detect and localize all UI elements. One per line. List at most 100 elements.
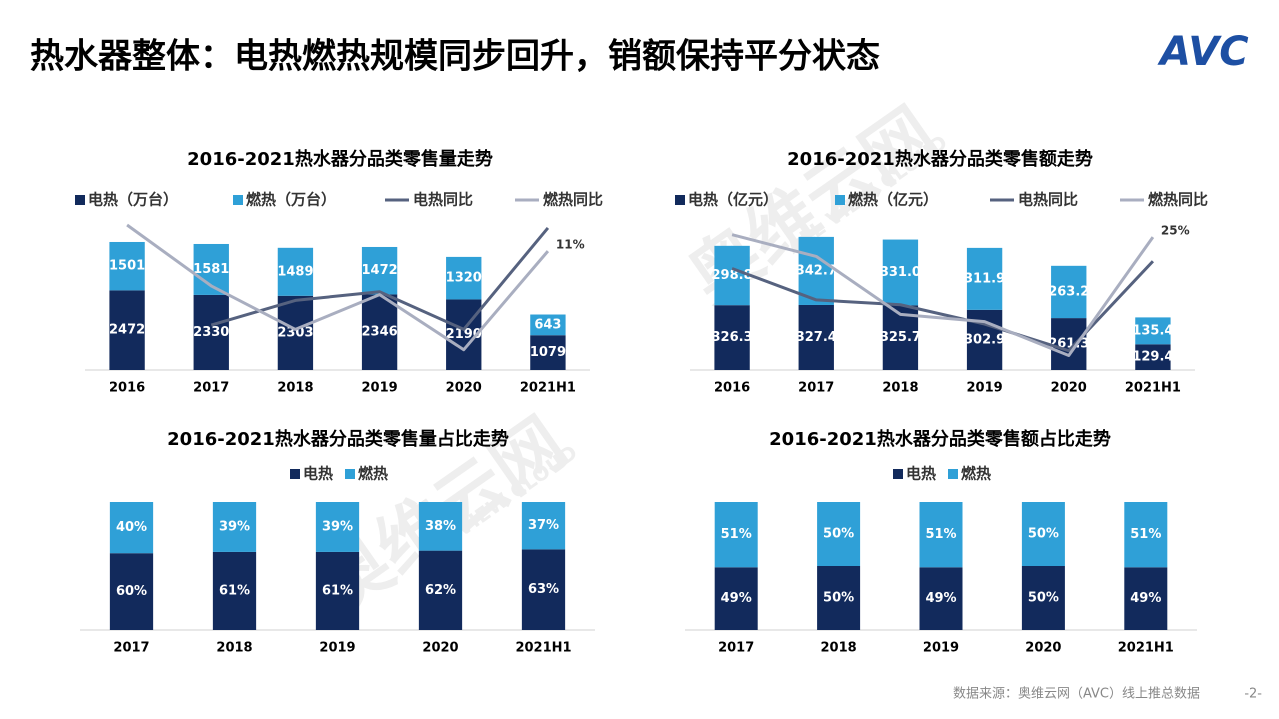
data-label: 50% [1028, 591, 1059, 606]
legend-label: 燃热 [961, 465, 991, 483]
bar-segment [966, 247, 1003, 310]
legend-label: 燃热 [358, 465, 388, 483]
legend-label: 电热（万台） [88, 191, 178, 209]
bar-segment [315, 551, 360, 630]
data-label: 50% [823, 591, 854, 606]
data-label: 298.8 [712, 268, 753, 283]
slide-title: 热水器整体：电热燃热规模同步回升，销额保持平分状态 [30, 37, 880, 77]
legend-label: 燃热同比 [543, 191, 603, 209]
data-label: 50% [823, 527, 854, 542]
x-tick-label: 2020 [1051, 381, 1087, 396]
data-label: 49% [925, 591, 956, 606]
legend-label: 电热同比 [413, 191, 473, 209]
x-tick-label: 2020 [422, 641, 458, 656]
data-label: 2472 [109, 323, 145, 338]
data-label: 60% [116, 584, 147, 599]
legend-swatch [75, 195, 85, 205]
data-label: 302.9 [964, 332, 1005, 347]
bar-segment [277, 295, 314, 370]
bar-segment [1021, 566, 1065, 630]
data-label: 1489 [277, 264, 313, 279]
line [731, 233, 1155, 357]
data-label: 342.7 [796, 263, 837, 278]
bar-segment [277, 247, 314, 296]
chart-title: 2016-2021热水器分品类零售额走势 [787, 148, 1093, 170]
data-label: 39% [322, 519, 353, 534]
line [210, 226, 550, 331]
data-label: 37% [528, 518, 559, 533]
data-label: 2303 [277, 325, 313, 340]
bar-segment [1021, 502, 1065, 566]
bar-segment [109, 502, 154, 554]
legend-swatch [290, 469, 300, 479]
data-label: 327.4 [796, 330, 837, 345]
x-tick-label: 2018 [277, 381, 313, 396]
data-label: 263.2 [1048, 284, 1089, 299]
data-label: 63% [528, 582, 559, 597]
bar-segment [521, 502, 566, 550]
x-tick-label: 2019 [923, 641, 959, 656]
bar-segment [882, 239, 919, 306]
bar-segment [817, 502, 861, 566]
bar-segment [919, 502, 963, 568]
x-tick-label: 2018 [216, 641, 252, 656]
data-label: 1320 [446, 271, 482, 286]
data-label: 311.9 [964, 271, 1005, 286]
line [126, 223, 550, 352]
x-tick-label: 2021H1 [515, 641, 571, 656]
bar-segment [361, 294, 398, 370]
data-label: 40% [116, 520, 147, 535]
legend-swatch [893, 469, 903, 479]
bar-segment [714, 567, 758, 630]
data-label: 1581 [193, 262, 229, 277]
data-label: 135.4 [1132, 323, 1173, 338]
legend-label: 电热（亿元） [688, 191, 778, 209]
bar-segment [1135, 344, 1171, 370]
chart-title: 2016-2021热水器分品类零售量占比走势 [167, 428, 509, 450]
data-label: 1472 [361, 263, 397, 278]
x-tick-label: 2018 [821, 641, 857, 656]
data-label: 1079 [530, 345, 566, 360]
x-tick-label: 2017 [113, 641, 149, 656]
bar-segment [714, 305, 750, 370]
data-label: 61% [322, 583, 353, 598]
bar-segment [714, 502, 758, 568]
chart-title: 2016-2021热水器分品类零售额占比走势 [769, 428, 1111, 450]
bar-segment [798, 236, 834, 305]
legend-swatch [675, 195, 685, 205]
legend-swatch [345, 469, 355, 479]
bar-segment [418, 502, 463, 551]
legend-swatch [948, 469, 958, 479]
bar-segment [446, 256, 482, 300]
bar-segment [418, 550, 463, 630]
bar-segment [817, 566, 861, 630]
x-tick-label: 2017 [718, 641, 754, 656]
legend-label: 电热 [303, 465, 333, 483]
data-label: 61% [219, 583, 250, 598]
x-tick-label: 2019 [319, 641, 355, 656]
bar-segment [1051, 318, 1087, 370]
data-label: 49% [721, 591, 752, 606]
bar-segment [109, 241, 145, 291]
data-label: 129.4 [1132, 350, 1173, 365]
data-label: 325.7 [880, 330, 921, 345]
bar-segment [521, 549, 566, 630]
legend-label: 燃热（万台） [246, 191, 336, 209]
bar-segment [1124, 567, 1168, 630]
bar-segment [361, 246, 398, 295]
bar-segment [109, 553, 154, 630]
x-tick-label: 2018 [882, 381, 918, 396]
bar-segment [714, 245, 750, 306]
legend-swatch [835, 195, 845, 205]
chart-title: 2016-2021热水器分品类零售量走势 [187, 148, 493, 170]
bar-segment [212, 551, 257, 630]
bar-segment [315, 502, 360, 552]
bar-segment [530, 314, 566, 336]
data-label: 38% [425, 519, 456, 534]
x-tick-label: 2021H1 [1118, 641, 1174, 656]
bar-segment [212, 502, 257, 552]
data-label: 39% [219, 519, 250, 534]
data-label: 51% [925, 527, 956, 542]
data-label: 25% [1161, 224, 1190, 238]
